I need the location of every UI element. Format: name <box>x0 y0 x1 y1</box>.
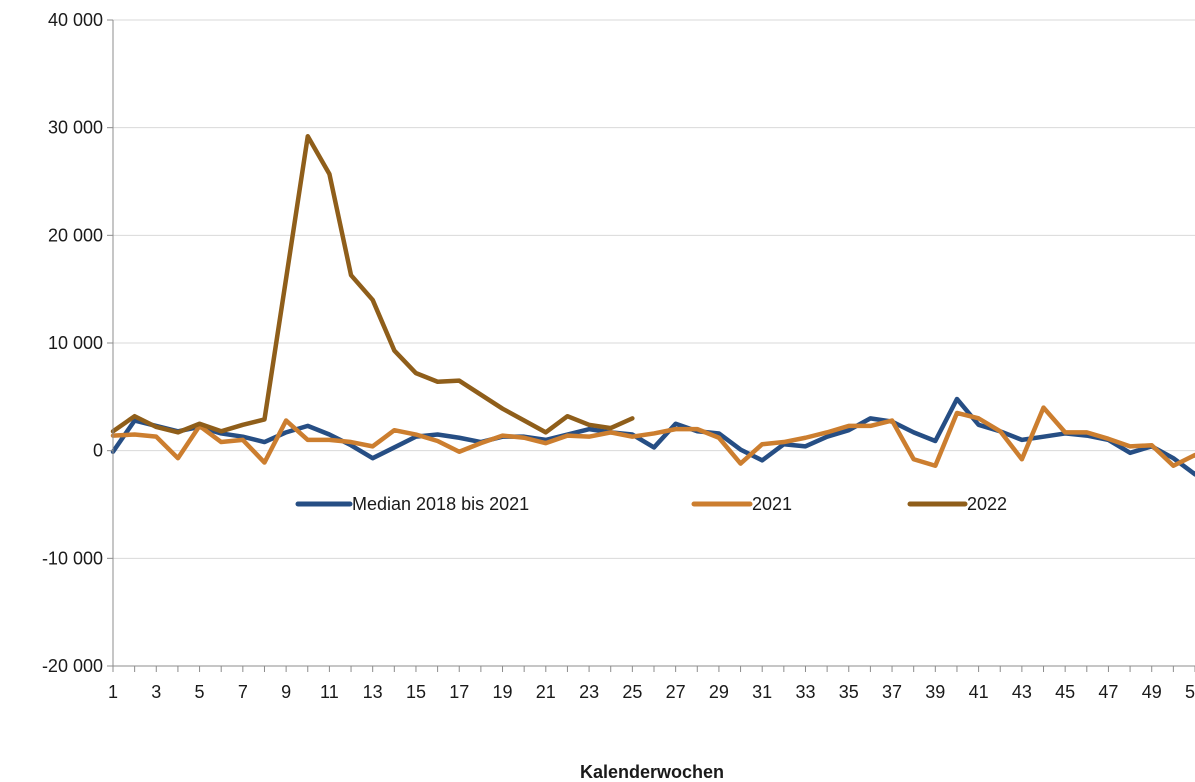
x-tick-label: 49 <box>1142 682 1162 702</box>
x-tick-label: 27 <box>666 682 686 702</box>
y-tick-label: -20 000 <box>42 656 103 676</box>
x-tick-label: 35 <box>839 682 859 702</box>
x-tick-label: 7 <box>238 682 248 702</box>
axes <box>107 19 1195 672</box>
y-tick-label: 0 <box>93 441 103 461</box>
x-tick-label: 17 <box>449 682 469 702</box>
gridlines <box>113 19 1195 559</box>
y-tick-label: 10 000 <box>48 333 103 353</box>
y-tick-label: 20 000 <box>48 225 103 245</box>
x-tick-label: 3 <box>151 682 161 702</box>
x-axis-tick-labels: 1 3 5 7 9 11 13 15 17 19 21 23 25 27 29 31 33 35 37 39 41 43 4… <box>108 682 1195 702</box>
x-tick-label: 13 <box>363 682 383 702</box>
x-tick-label: 47 <box>1098 682 1118 702</box>
x-tick-label: 45 <box>1055 682 1075 702</box>
x-tick-label: 33 <box>795 682 815 702</box>
x-tick-label: 15 <box>406 682 426 702</box>
x-tick-label: 37 <box>882 682 902 702</box>
x-tick-label: 29 <box>709 682 729 702</box>
x-tick-label: 41 <box>969 682 989 702</box>
series-lines <box>110 134 1195 477</box>
x-tick-label: 1 <box>108 682 118 702</box>
x-tick-label: 9 <box>281 682 291 702</box>
x-axis-title: Kalenderwochen <box>580 762 724 782</box>
y-axis-tick-labels: -20 000 -10 000 0 10 000 20 000 30 000 40 000 <box>42 10 103 676</box>
y-tick-label: -10 000 <box>42 548 103 568</box>
x-tick-label: 11 <box>320 682 339 702</box>
x-tick-label: 23 <box>579 682 599 702</box>
x-tick-label: 5 <box>195 682 205 702</box>
x-tick-label: 43 <box>1012 682 1032 702</box>
series-line-3 <box>110 134 635 435</box>
x-tick-label: 25 <box>622 682 642 702</box>
y-tick-label: 40 000 <box>48 10 103 30</box>
x-tick-label: 51 <box>1185 682 1195 702</box>
x-tick-label: 21 <box>536 682 556 702</box>
legend-label: 2021 <box>752 494 792 514</box>
y-tick-label: 30 000 <box>48 118 103 138</box>
x-tick-label: 39 <box>925 682 945 702</box>
legend-label: 2022 <box>967 494 1007 514</box>
legend-label: Median 2018 bis 2021 <box>352 494 529 514</box>
x-tick-label: 19 <box>493 682 513 702</box>
legend: Median 2018 bis 2021 2021 2022 <box>295 494 1007 514</box>
x-tick-label: 31 <box>752 682 772 702</box>
series-line-2 <box>110 405 1195 468</box>
